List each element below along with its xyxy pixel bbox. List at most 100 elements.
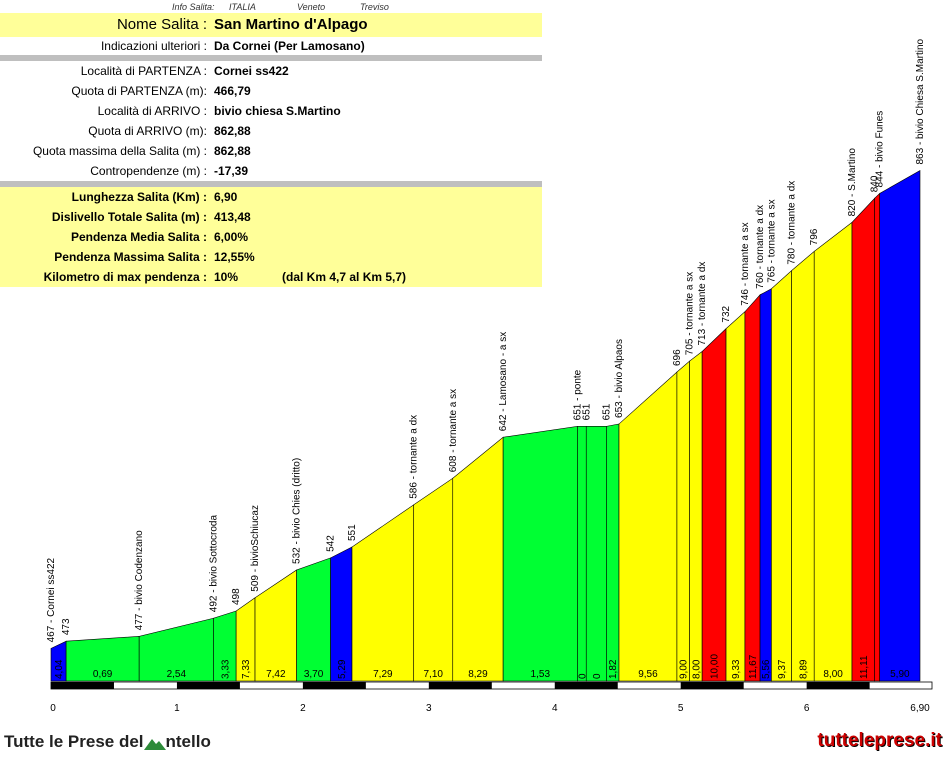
end-label: Località di ARRIVO : [97, 104, 207, 118]
grade-label: 5,29 [337, 659, 348, 679]
drop-label: Dislivello Totale Salita (m) : [51, 210, 207, 224]
waypoint-label: 796 [809, 228, 820, 245]
end-alt-value: 862,88 [214, 124, 251, 138]
brand-left-tail: ntello [165, 732, 211, 751]
avg-grade-value: 6,00% [214, 230, 249, 244]
x-tick-label: 0 [50, 703, 56, 714]
start-alt-value: 466,79 [214, 84, 251, 98]
grade-label: 1,82 [608, 659, 619, 679]
info-province: Treviso [360, 2, 389, 12]
grade-label: 11,11 [859, 655, 870, 679]
counter-row: Contropendenze (m) : -17,39 [0, 161, 542, 181]
grade-label: 8,00 [691, 659, 702, 679]
scale-bar-block [554, 682, 618, 689]
start-alt-label: Quota di PARTENZA (m): [71, 84, 207, 98]
waypoint-label: 467 - Cornei ss422 [46, 557, 57, 642]
scale-bar-block [51, 682, 114, 689]
end-value: bivio chiesa S.Martino [214, 104, 341, 118]
end-alt-row: Quota di ARRIVO (m): 862,88 [0, 121, 542, 141]
climb-name-row: Nome Salita : San Martino d'Alpago [0, 13, 542, 37]
scale-bar-block [428, 682, 492, 689]
max-grade-label: Pendenza Massima Salita : [54, 250, 207, 264]
profile-segment [744, 294, 761, 682]
grade-label: 11,67 [748, 654, 759, 679]
waypoint-label: 492 - bivio Sottocroda [208, 515, 219, 613]
waypoint-label: 532 - bivio Chies (dritto) [292, 458, 303, 564]
grade-label: 7,42 [266, 669, 286, 680]
end-row: Località di ARRIVO : bivio chiesa S.Mart… [0, 101, 542, 121]
grade-label: 0,69 [93, 669, 113, 680]
counter-label: Contropendenze (m) : [90, 164, 207, 178]
start-row: Località di PARTENZA : Cornei ss422 [0, 61, 542, 81]
end-alt-label: Quota di ARRIVO (m): [88, 124, 207, 138]
profile-segment [452, 436, 504, 682]
waypoint-label: 765 - tornante a sx [766, 199, 777, 282]
max-alt-row: Quota massima della Salita (m) : 862,88 [0, 141, 542, 161]
waypoint-label: 473 [61, 618, 72, 635]
divider-1 [0, 55, 542, 61]
info-country: ITALIA [229, 2, 256, 12]
x-tick-label: 1 [174, 703, 180, 714]
grade-label: 0 [577, 673, 588, 679]
x-tick-label: 6 [804, 703, 810, 714]
profile-segment [676, 360, 690, 682]
grade-label: 9,56 [638, 669, 658, 680]
profile-segment [771, 270, 792, 682]
grade-label: 9,00 [679, 659, 690, 679]
profile-segment [791, 250, 815, 682]
start-label: Località di PARTENZA : [80, 64, 207, 78]
profile-segment [725, 311, 746, 682]
waypoint-label: 760 - tornante a dx [755, 205, 766, 289]
notes-row: Indicazioni ulteriori : Da Cornei (Per L… [0, 37, 542, 55]
notes-label: Indicazioni ulteriori : [100, 39, 207, 53]
grade-label: 4,04 [54, 659, 65, 679]
counter-value: -17,39 [214, 164, 249, 178]
profile-segment [874, 192, 880, 682]
waypoint-label: 713 - tornante a dx [697, 262, 708, 346]
grade-label: 7,29 [373, 669, 393, 680]
waypoint-label: 477 - bivio Codenzano [134, 530, 145, 631]
profile-segment [813, 221, 853, 682]
waypoint-label: 509 - bivioSchiucaz [250, 505, 261, 592]
profile-segment [701, 327, 727, 682]
info-caption: Info Salita: [172, 2, 215, 12]
profile-segment [413, 477, 454, 682]
x-tick-label: 6,90 [910, 703, 930, 714]
waypoint-label: 844 - bivio Funes [875, 111, 886, 188]
length-value: 6,90 [214, 190, 238, 204]
mountain-logo-icon [143, 738, 166, 750]
avg-grade-row: Pendenza Media Salita : 6,00% [0, 227, 542, 247]
drop-row: Dislivello Totale Salita (m) : 413,48 [0, 207, 542, 227]
waypoint-label: 651 [581, 403, 592, 420]
brand-left: Tutte le Prese del ntello [4, 732, 211, 752]
waypoint-label: 642 - Lamosano - a sx [498, 332, 509, 432]
x-tick-label: 5 [678, 703, 684, 714]
max-alt-label: Quota massima della Salita (m) : [32, 144, 207, 158]
grade-label: 5,90 [890, 669, 910, 680]
profile-segment [618, 371, 678, 682]
start-value: Cornei ss422 [214, 64, 289, 78]
profile-segment [851, 197, 875, 682]
waypoint-label: 551 [347, 524, 358, 541]
scale-bar-block [806, 682, 870, 689]
scale-bar-block [302, 682, 366, 689]
notes-value: Da Cornei (Per Lamosano) [214, 39, 365, 53]
avg-grade-label: Pendenza Media Salita : [70, 230, 207, 244]
profile-segment [351, 504, 415, 682]
climb-name-label: Nome Salita : [116, 16, 207, 33]
profile-segment [502, 426, 578, 682]
waypoint-label: 820 - S.Martino [847, 148, 858, 217]
waypoint-label: 498 [231, 588, 242, 605]
profile-segment [759, 288, 772, 682]
waypoint-label: 732 [721, 305, 732, 322]
x-tick-label: 3 [426, 703, 432, 714]
info-region: Veneto [297, 2, 326, 12]
waypoint-label: 863 - bivio Chiesa S.Martino [915, 38, 926, 164]
waypoint-label: 653 - bivio Alpaos [614, 339, 625, 418]
x-tick-label: 4 [552, 703, 558, 714]
profile-segment [296, 557, 331, 682]
grade-label: 1,53 [531, 669, 551, 680]
divider-2 [0, 181, 542, 187]
profile-segment [577, 426, 587, 682]
